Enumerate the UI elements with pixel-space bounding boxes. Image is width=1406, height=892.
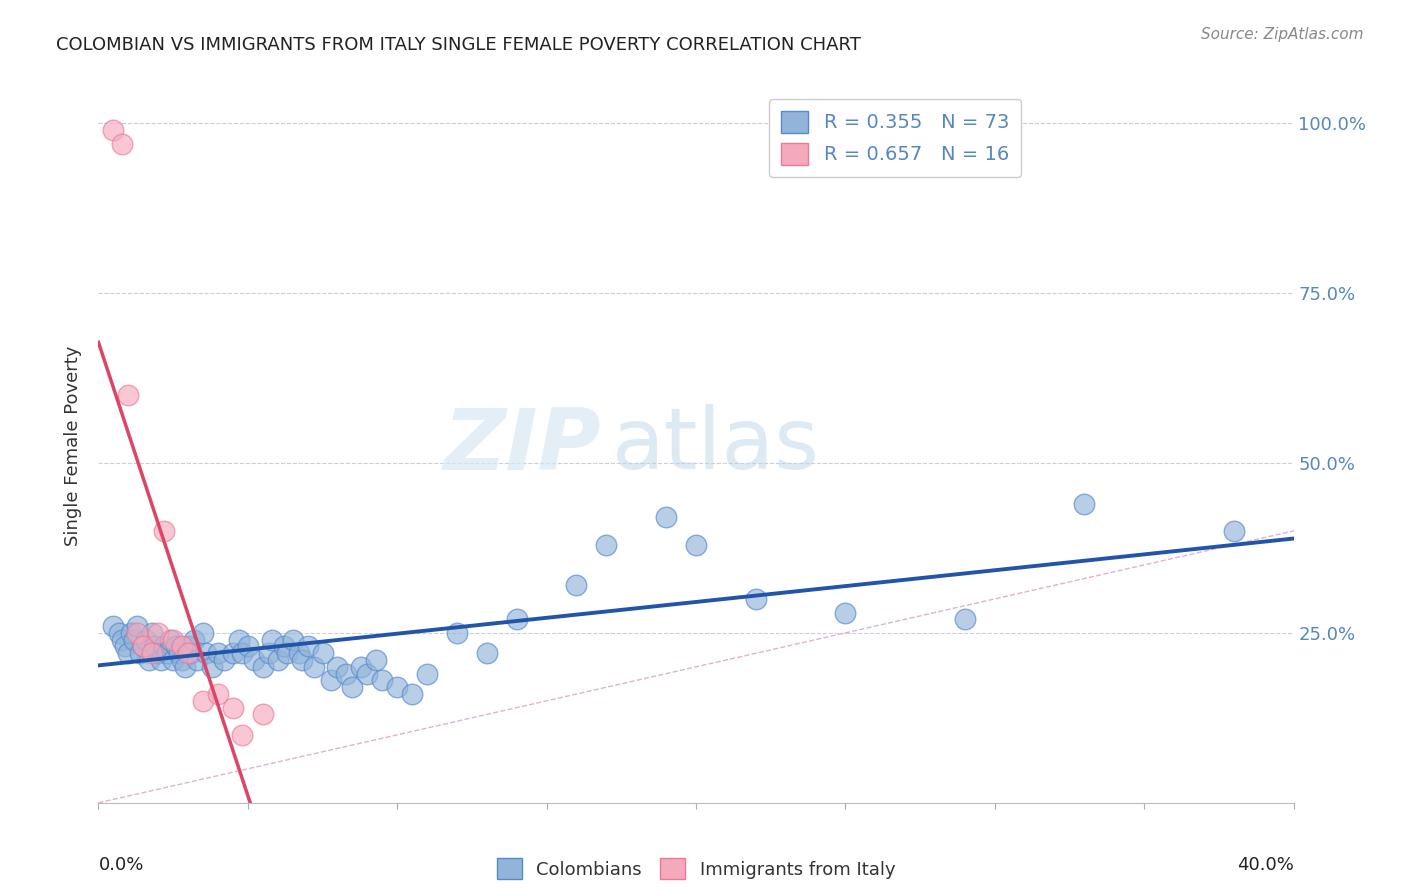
Point [132,640,155,654]
Point [201,660,224,674]
Point [114,640,136,654]
Point [111,632,134,647]
Point [222,700,245,714]
Point [273,640,295,654]
Point [148,646,170,660]
Point [138,653,160,667]
Point [287,646,309,660]
Point [191,626,214,640]
Point [129,646,152,660]
Point [267,653,290,667]
Point [132,640,155,654]
Point [186,653,208,667]
Point [371,673,394,688]
Point [231,728,253,742]
Point [1073,497,1095,511]
Point [153,640,176,654]
Point [135,632,157,647]
Point [416,666,439,681]
Point [191,694,214,708]
Point [1223,524,1246,538]
Point [172,640,194,654]
Point [127,626,149,640]
Point [297,640,319,654]
Point [231,646,253,660]
Point [385,680,409,694]
Text: Source: ZipAtlas.com: Source: ZipAtlas.com [1201,27,1364,42]
Point [167,646,190,660]
Point [162,653,184,667]
Point [506,612,529,626]
Point [165,640,187,654]
Point [236,640,259,654]
Point [183,632,205,647]
Point [655,510,678,524]
Point [475,646,498,660]
Point [127,619,149,633]
Point [141,626,163,640]
Point [143,640,166,654]
Point [159,632,181,647]
Point [177,646,200,660]
Text: COLOMBIAN VS IMMIGRANTS FROM ITALY SINGLE FEMALE POVERTY CORRELATION CHART: COLOMBIAN VS IMMIGRANTS FROM ITALY SINGL… [56,36,860,54]
Point [222,646,245,660]
Point [366,653,388,667]
Point [174,660,197,674]
Point [342,680,364,694]
Point [302,660,325,674]
Point [356,666,378,681]
Point [565,578,588,592]
Point [311,646,333,660]
Point [350,660,373,674]
Point [124,632,146,647]
Point [281,632,304,647]
Point [321,673,343,688]
Point [685,537,707,551]
Point [111,136,134,151]
Point [276,646,298,660]
Point [834,606,856,620]
Point [260,632,283,647]
Point [212,653,235,667]
Point [595,537,617,551]
Point [162,632,184,647]
Point [172,653,194,667]
Point [953,612,976,626]
Point [335,666,357,681]
Text: 40.0%: 40.0% [1237,856,1294,874]
Point [117,388,139,402]
Point [401,687,423,701]
Point [177,640,200,654]
Point [326,660,349,674]
Point [148,626,170,640]
Point [243,653,266,667]
Point [103,619,125,633]
Point [252,660,274,674]
Point [745,591,768,606]
Point [108,626,131,640]
Y-axis label: Single Female Poverty: Single Female Poverty [65,346,83,546]
Legend: Colombians, Immigrants from Italy: Colombians, Immigrants from Italy [489,851,903,887]
Text: ZIP: ZIP [443,404,600,488]
Point [156,646,179,660]
Point [117,646,139,660]
Point [257,646,280,660]
Point [207,646,229,660]
Point [228,632,250,647]
Point [207,687,229,701]
Text: atlas: atlas [613,404,820,488]
Point [195,646,218,660]
Point [120,626,142,640]
Point [150,653,173,667]
Point [180,646,202,660]
Text: 0.0%: 0.0% [98,856,143,874]
Point [291,653,314,667]
Point [252,707,274,722]
Point [153,524,176,538]
Point [446,626,468,640]
Point [103,123,125,137]
Point [141,646,163,660]
